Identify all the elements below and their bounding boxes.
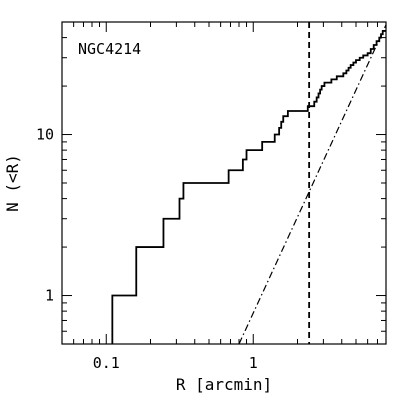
y-tick-label: 1: [45, 287, 54, 305]
plot-content: [111, 22, 386, 344]
x-axis-label: R [arcmin]: [176, 375, 272, 394]
x-tick-label: 1: [249, 354, 258, 372]
axis-tick-labels: 0.1 1 1 10: [36, 126, 258, 372]
y-axis-label: N (<R): [3, 154, 22, 212]
dash-dot-reference-line: [238, 24, 386, 344]
axis-ticks: [61, 21, 387, 345]
x-tick-label: 0.1: [93, 354, 120, 372]
galaxy-name-label: NGC4214: [78, 40, 141, 58]
y-tick-label: 10: [36, 126, 54, 144]
cumulative-step-line: [111, 30, 386, 344]
